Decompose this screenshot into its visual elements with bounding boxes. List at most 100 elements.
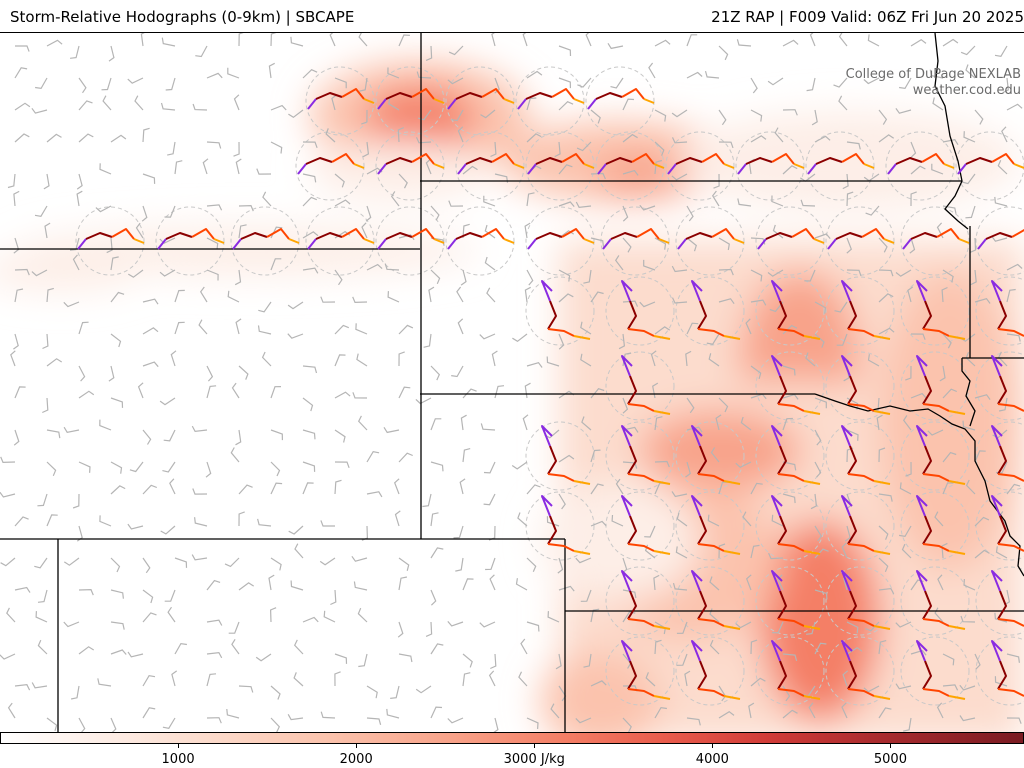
hodograph-segment xyxy=(307,98,317,110)
wind-barb xyxy=(358,33,368,47)
wind-barb xyxy=(398,351,405,367)
hodograph-segment xyxy=(977,238,987,250)
wind-barb xyxy=(639,301,656,308)
wind-barb xyxy=(460,269,467,286)
wind-barb xyxy=(676,621,688,634)
wind-barb xyxy=(169,478,176,495)
wind-barb xyxy=(834,301,848,313)
hodograph xyxy=(841,570,891,630)
hodograph-segment xyxy=(922,375,932,405)
hodograph xyxy=(991,640,1024,698)
hodograph-segment xyxy=(847,445,857,475)
hodograph xyxy=(621,570,671,630)
wind-barb xyxy=(750,639,758,655)
wind-barb xyxy=(72,254,80,271)
wind-barb xyxy=(607,42,624,50)
hodograph-segment xyxy=(547,300,557,330)
wind-barb xyxy=(361,222,368,239)
wind-barb xyxy=(14,386,26,399)
hodograph-segment xyxy=(691,425,703,447)
wind-barb xyxy=(199,286,208,303)
wind-barb xyxy=(931,163,944,175)
hodograph xyxy=(297,153,365,175)
wind-barb xyxy=(383,426,400,434)
wind-barb xyxy=(233,141,240,157)
hodograph-segment xyxy=(965,157,993,165)
wind-barb xyxy=(942,451,957,463)
wind-barb xyxy=(238,484,253,495)
hodograph xyxy=(841,425,891,485)
wind-barb xyxy=(615,478,624,495)
wind-barb xyxy=(622,589,637,599)
wind-barb xyxy=(710,447,720,463)
hodograph-segment xyxy=(605,157,633,165)
wind-barb xyxy=(198,319,208,335)
wind-barb xyxy=(718,45,729,61)
wind-barb xyxy=(486,287,496,303)
hodograph xyxy=(232,228,300,250)
wind-barb xyxy=(771,195,784,207)
hodograph-segment xyxy=(957,163,967,175)
wind-barb xyxy=(750,482,763,495)
hodograph-segment xyxy=(991,495,1003,517)
hodograph-segment xyxy=(697,328,725,337)
wind-barb xyxy=(451,365,464,378)
wind-barb xyxy=(14,133,30,143)
wind-barb xyxy=(492,717,499,733)
wind-barb xyxy=(258,301,272,313)
wind-barb xyxy=(14,288,24,303)
wind-barb xyxy=(934,607,944,623)
hodograph-segment xyxy=(377,238,387,250)
wind-barb xyxy=(994,196,1008,207)
hodograph-segment xyxy=(873,480,891,485)
wind-barb xyxy=(257,518,272,527)
wind-barb xyxy=(334,653,348,664)
wind-barb xyxy=(76,190,83,207)
wind-barb xyxy=(962,420,976,431)
wind-barb xyxy=(206,673,217,687)
wind-barb xyxy=(127,651,144,658)
hodograph-segment xyxy=(627,618,655,627)
hodograph xyxy=(677,228,745,250)
wind-barb xyxy=(142,707,156,719)
wind-barb xyxy=(558,45,572,57)
wind-barb xyxy=(0,491,16,498)
hodograph-segment xyxy=(841,640,853,662)
hodograph-segment xyxy=(491,153,515,165)
wind-barb xyxy=(910,191,917,207)
wind-barb xyxy=(782,39,799,47)
hodograph-segment xyxy=(803,335,821,340)
hodograph xyxy=(887,153,955,175)
wind-barb xyxy=(46,358,63,367)
wind-barb xyxy=(846,237,853,254)
hodograph xyxy=(307,228,375,250)
hodograph-segment xyxy=(363,98,375,104)
hodograph-segment xyxy=(547,445,557,475)
wind-barb xyxy=(648,62,656,79)
hodograph-segment xyxy=(77,238,87,250)
hodograph-segment xyxy=(791,228,815,240)
hodograph-segment xyxy=(363,238,375,244)
wind-barb xyxy=(494,385,505,399)
hodograph-segment xyxy=(922,515,932,545)
wind-barb xyxy=(231,638,240,655)
wind-barb xyxy=(810,493,818,510)
hodograph-segment xyxy=(1013,163,1024,169)
wind-barb xyxy=(142,589,154,604)
wind-barb xyxy=(334,354,346,367)
hodograph-segment xyxy=(991,280,1003,302)
hodograph-ring xyxy=(515,66,585,136)
wind-barb xyxy=(814,429,822,446)
wind-barb xyxy=(398,386,411,399)
hodograph-segment xyxy=(621,570,633,592)
wind-barb xyxy=(653,574,660,591)
wind-barb xyxy=(428,286,435,303)
hodograph-ring xyxy=(375,206,445,276)
hodograph-segment xyxy=(433,238,445,244)
wind-barb xyxy=(960,615,976,623)
wind-barb xyxy=(905,461,912,477)
wind-barb xyxy=(974,516,990,527)
hodograph-segment xyxy=(916,570,928,592)
hodograph-segment xyxy=(958,238,970,244)
wind-barb xyxy=(706,333,720,345)
